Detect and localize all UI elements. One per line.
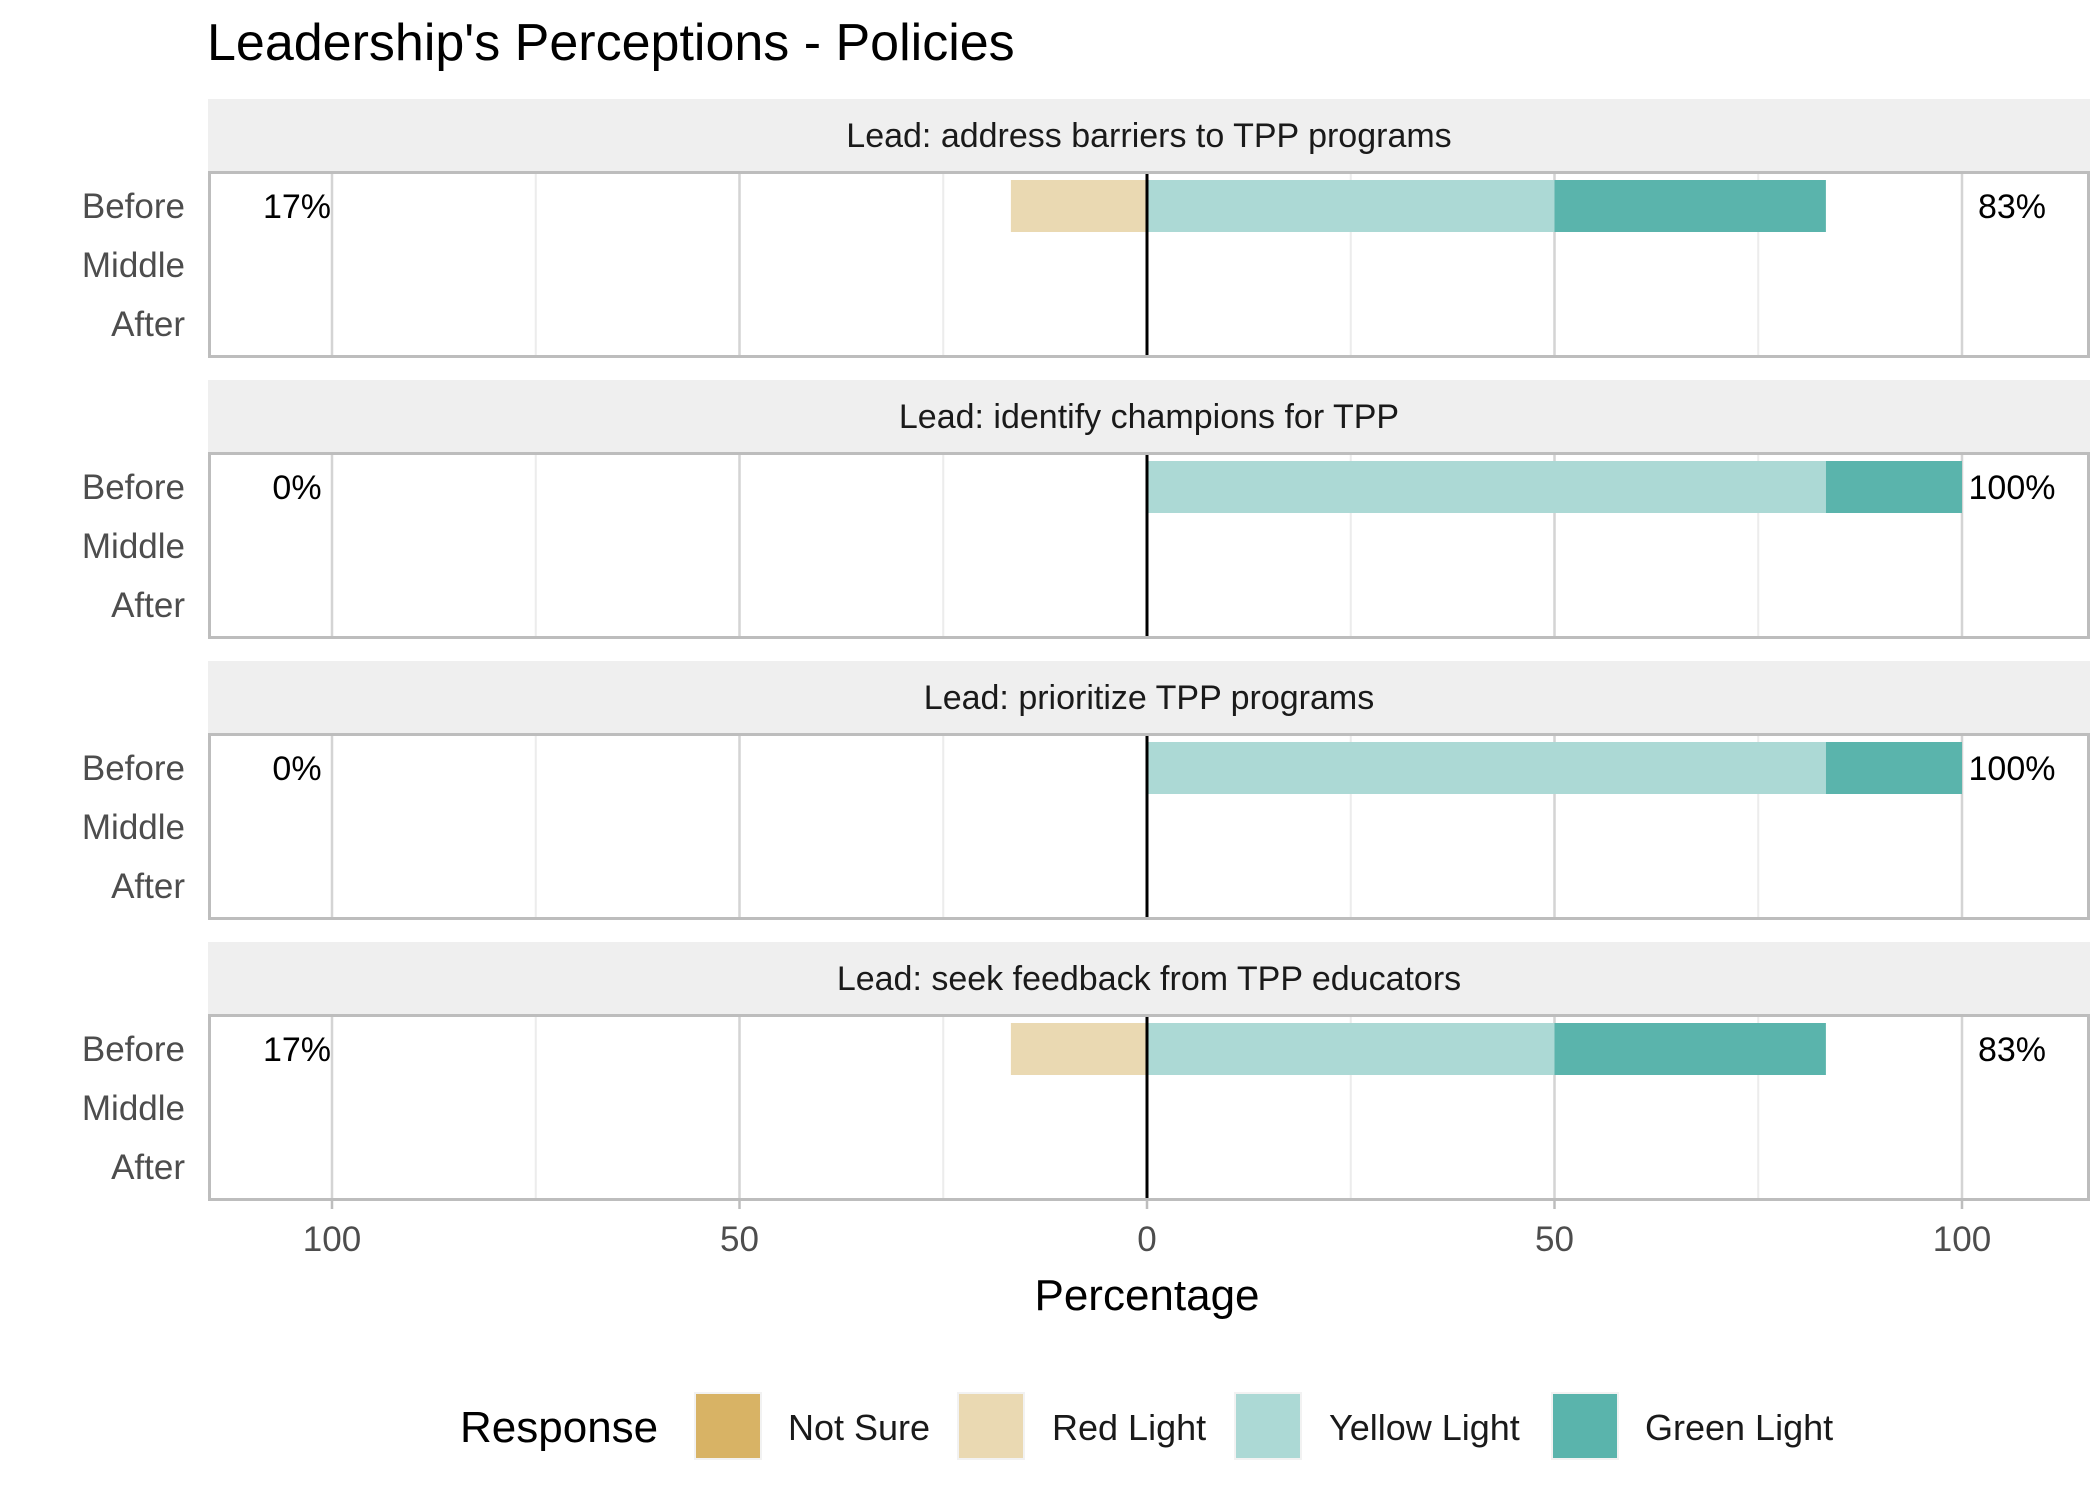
bar-segment-green-light — [1825, 461, 1962, 513]
y-axis-label: After — [111, 867, 185, 906]
y-axis-label: After — [111, 305, 185, 344]
facet-panels: Lead: address barriers to TPP programs Be… — [82, 99, 2090, 1201]
percent-label-low: 0% — [272, 469, 321, 507]
percent-label-low: 0% — [272, 750, 321, 788]
x-tick-label: 50 — [720, 1220, 759, 1259]
legend-key — [1234, 1392, 1302, 1460]
facet-strip — [208, 661, 2090, 733]
facet-strip — [208, 942, 2090, 1014]
y-axis-label: Before — [82, 749, 185, 788]
bar-segment-yellow-light — [1147, 461, 1826, 513]
facet-panel: Lead: address barriers to TPP programs Be… — [82, 99, 2090, 358]
y-axis-label: Before — [82, 468, 185, 507]
legend-label: Red Light — [1052, 1407, 1206, 1448]
bar-segment-green-light — [1554, 1023, 1826, 1075]
y-axis-label: Middle — [82, 1089, 185, 1128]
bar-segment-yellow-light — [1147, 1023, 1555, 1075]
x-tick-label: 50 — [1535, 1220, 1574, 1259]
legend: Response Not Sure Red Light Yellow Light Gre… — [460, 1392, 1833, 1460]
panel-border — [208, 171, 2090, 358]
legend-label: Green Light — [1645, 1407, 1833, 1448]
facet-strip — [208, 380, 2090, 452]
panel-border — [208, 1014, 2090, 1201]
panel-border — [208, 452, 2090, 639]
facet-strip — [208, 99, 2090, 171]
y-axis-label: Before — [82, 1030, 185, 1069]
panel-border — [208, 733, 2090, 920]
y-axis-label: Middle — [82, 808, 185, 847]
chart-title: Leadership's Perceptions - Policies — [207, 14, 1015, 72]
legend-key — [957, 1392, 1025, 1460]
x-axis: 100 50 0 50 100 — [303, 1201, 1991, 1259]
y-axis-label: Middle — [82, 246, 185, 285]
bar-segment-red-light — [1010, 180, 1147, 232]
percent-label-low: 17% — [263, 1031, 331, 1069]
bar-segment-green-light — [1825, 742, 1962, 794]
bar-segment-yellow-light — [1147, 742, 1826, 794]
y-axis-label: Before — [82, 187, 185, 226]
legend-key — [1551, 1392, 1619, 1460]
legend-label: Not Sure — [788, 1407, 930, 1448]
x-tick-label: 100 — [303, 1220, 361, 1259]
facet-panel: Lead: seek feedback from TPP educators Be… — [82, 942, 2090, 1201]
legend-key — [694, 1392, 762, 1460]
percent-label-high: 100% — [1969, 469, 2056, 507]
y-axis-label: After — [111, 586, 185, 625]
facet-panel: Lead: identify champions for TPP Before 0%… — [82, 380, 2090, 639]
bar-segment-yellow-light — [1147, 180, 1555, 232]
percent-label-high: 83% — [1978, 1031, 2046, 1069]
legend-label: Yellow Light — [1329, 1407, 1520, 1448]
y-axis-label: After — [111, 1148, 185, 1187]
facet-strip-label: Lead: address barriers to TPP programs — [846, 117, 1451, 155]
facet-panel: Lead: prioritize TPP programs Before 0% 100… — [82, 661, 2090, 920]
legend-title: Response — [460, 1403, 658, 1452]
facet-strip-label: Lead: prioritize TPP programs — [924, 679, 1374, 717]
bar-segment-green-light — [1554, 180, 1826, 232]
facet-strip-label: Lead: identify champions for TPP — [899, 398, 1399, 436]
facet-strip-label: Lead: seek feedback from TPP educators — [837, 960, 1461, 998]
y-axis-label: Middle — [82, 527, 185, 566]
x-tick-label: 0 — [1137, 1220, 1156, 1259]
percent-label-high: 100% — [1969, 750, 2056, 788]
x-tick-label: 100 — [1933, 1220, 1991, 1259]
x-axis-title: Percentage — [1034, 1271, 1259, 1320]
percent-label-low: 17% — [263, 188, 331, 226]
bar-segment-red-light — [1010, 1023, 1147, 1075]
percent-label-high: 83% — [1978, 188, 2046, 226]
